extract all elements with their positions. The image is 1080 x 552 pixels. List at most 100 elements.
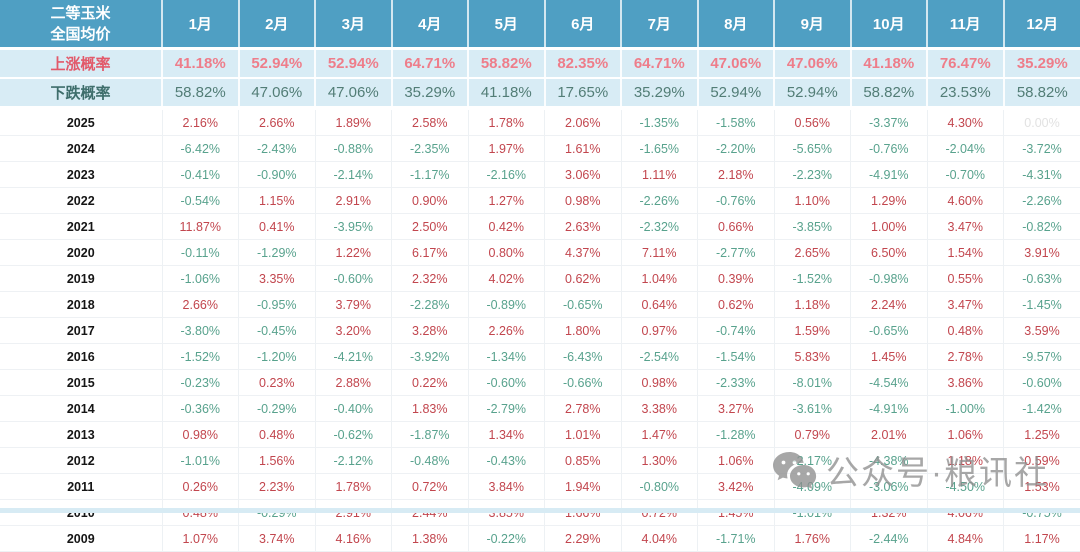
monthly-change-value: -0.76% — [698, 188, 775, 214]
monthly-change-value: -3.61% — [774, 396, 851, 422]
monthly-change-value: 2.78% — [545, 396, 622, 422]
monthly-change-value: -0.63% — [1004, 266, 1080, 292]
monthly-change-value: -4.91% — [851, 396, 928, 422]
year-row-2019: 2019-1.06%3.35%-0.60%2.32%4.02%0.62%1.04… — [0, 266, 1080, 292]
monthly-change-value: 2.18% — [698, 162, 775, 188]
monthly-change-value: 3.91% — [1004, 240, 1080, 266]
monthly-change-value: 1.56% — [239, 448, 316, 474]
monthly-change-value: 3.27% — [698, 396, 775, 422]
year-label: 2012 — [0, 448, 162, 474]
monthly-change-value: 4.04% — [621, 526, 698, 552]
monthly-change-value: 1.78% — [468, 108, 545, 136]
monthly-change-value: 1.18% — [927, 448, 1004, 474]
monthly-change-value: -2.33% — [698, 370, 775, 396]
year-label: 2011 — [0, 474, 162, 500]
monthly-change-value: -2.16% — [468, 162, 545, 188]
monthly-change-value: 2.78% — [927, 344, 1004, 370]
monthly-change-value: -2.26% — [1004, 188, 1080, 214]
monthly-change-value: -2.43% — [239, 136, 316, 162]
monthly-change-value: 4.60% — [927, 188, 1004, 214]
monthly-change-value: 0.41% — [239, 214, 316, 240]
monthly-change-value: 0.56% — [774, 108, 851, 136]
monthly-change-value: 3.20% — [315, 318, 392, 344]
monthly-change-value: -2.77% — [698, 240, 775, 266]
monthly-change-value: -4.38% — [851, 448, 928, 474]
monthly-change-value: 1.38% — [392, 526, 469, 552]
rise-probability-value: 64.71% — [392, 49, 469, 79]
monthly-change-value: -0.65% — [545, 292, 622, 318]
monthly-change-value: 0.00% — [1004, 108, 1080, 136]
monthly-change-value: 1.22% — [315, 240, 392, 266]
monthly-change-value: 0.23% — [239, 370, 316, 396]
monthly-change-value: 0.48% — [927, 318, 1004, 344]
monthly-change-value: 0.64% — [621, 292, 698, 318]
monthly-change-value: -2.28% — [392, 292, 469, 318]
monthly-change-value: -0.29% — [239, 396, 316, 422]
monthly-change-value: -0.65% — [851, 318, 928, 344]
monthly-change-value: 4.30% — [927, 108, 1004, 136]
month-header: 1月 — [162, 0, 239, 49]
monthly-change-value: 0.39% — [698, 266, 775, 292]
month-header: 3月 — [315, 0, 392, 49]
fall-probability-value: 35.29% — [392, 78, 469, 108]
year-label: 2024 — [0, 136, 162, 162]
monthly-change-value: -0.41% — [162, 162, 239, 188]
monthly-change-value: 2.06% — [545, 108, 622, 136]
monthly-change-value: -2.17% — [774, 448, 851, 474]
rise-probability-value: 58.82% — [468, 49, 545, 79]
month-header: 10月 — [851, 0, 928, 49]
month-header: 4月 — [392, 0, 469, 49]
monthly-change-value: -1.42% — [1004, 396, 1080, 422]
monthly-change-value: -2.54% — [621, 344, 698, 370]
monthly-change-value: 0.62% — [545, 266, 622, 292]
fall-probability-value: 41.18% — [468, 78, 545, 108]
month-header: 11月 — [927, 0, 1004, 49]
monthly-change-value: 6.50% — [851, 240, 928, 266]
year-label: 2013 — [0, 422, 162, 448]
monthly-change-value: -1.87% — [392, 422, 469, 448]
monthly-change-value: -0.95% — [239, 292, 316, 318]
year-label: 2023 — [0, 162, 162, 188]
fall-probability-value: 52.94% — [698, 78, 775, 108]
monthly-change-value: 2.23% — [239, 474, 316, 500]
monthly-change-value: -0.62% — [315, 422, 392, 448]
monthly-change-value: -9.57% — [1004, 344, 1080, 370]
rise-probability-value: 47.06% — [774, 49, 851, 79]
year-row-2012: 2012-1.01%1.56%-2.12%-0.48%-0.43%0.85%1.… — [0, 448, 1080, 474]
year-label: 2016 — [0, 344, 162, 370]
monthly-change-value: 3.84% — [468, 474, 545, 500]
year-label: 2009 — [0, 526, 162, 552]
bottom-border-strip — [0, 508, 1080, 513]
rise-probability-value: 64.71% — [621, 49, 698, 79]
monthly-change-value: -8.01% — [774, 370, 851, 396]
table-title: 二等玉米 全国均价 — [0, 0, 162, 49]
monthly-change-value: 1.04% — [621, 266, 698, 292]
monthly-change-value: -0.70% — [927, 162, 1004, 188]
monthly-change-value: 0.26% — [162, 474, 239, 500]
year-label: 2015 — [0, 370, 162, 396]
monthly-change-value: -0.82% — [1004, 214, 1080, 240]
monthly-change-value: 1.15% — [239, 188, 316, 214]
year-label: 2020 — [0, 240, 162, 266]
monthly-change-value: 1.18% — [774, 292, 851, 318]
monthly-change-value: 6.17% — [392, 240, 469, 266]
year-row-2017: 2017-3.80%-0.45%3.20%3.28%2.26%1.80%0.97… — [0, 318, 1080, 344]
monthly-change-value: 2.91% — [315, 188, 392, 214]
year-label: 2014 — [0, 396, 162, 422]
year-label: 2021 — [0, 214, 162, 240]
year-row-2023: 2023-0.41%-0.90%-2.14%-1.17%-2.16%3.06%1… — [0, 162, 1080, 188]
monthly-change-value: 0.80% — [468, 240, 545, 266]
monthly-change-value: 0.98% — [162, 422, 239, 448]
monthly-change-value: 11.87% — [162, 214, 239, 240]
monthly-change-value: 0.22% — [392, 370, 469, 396]
year-row-2020: 2020-0.11%-1.29%1.22%6.17%0.80%4.37%7.11… — [0, 240, 1080, 266]
monthly-change-value: -6.43% — [545, 344, 622, 370]
monthly-change-value: 1.10% — [774, 188, 851, 214]
monthly-change-value: -0.54% — [162, 188, 239, 214]
